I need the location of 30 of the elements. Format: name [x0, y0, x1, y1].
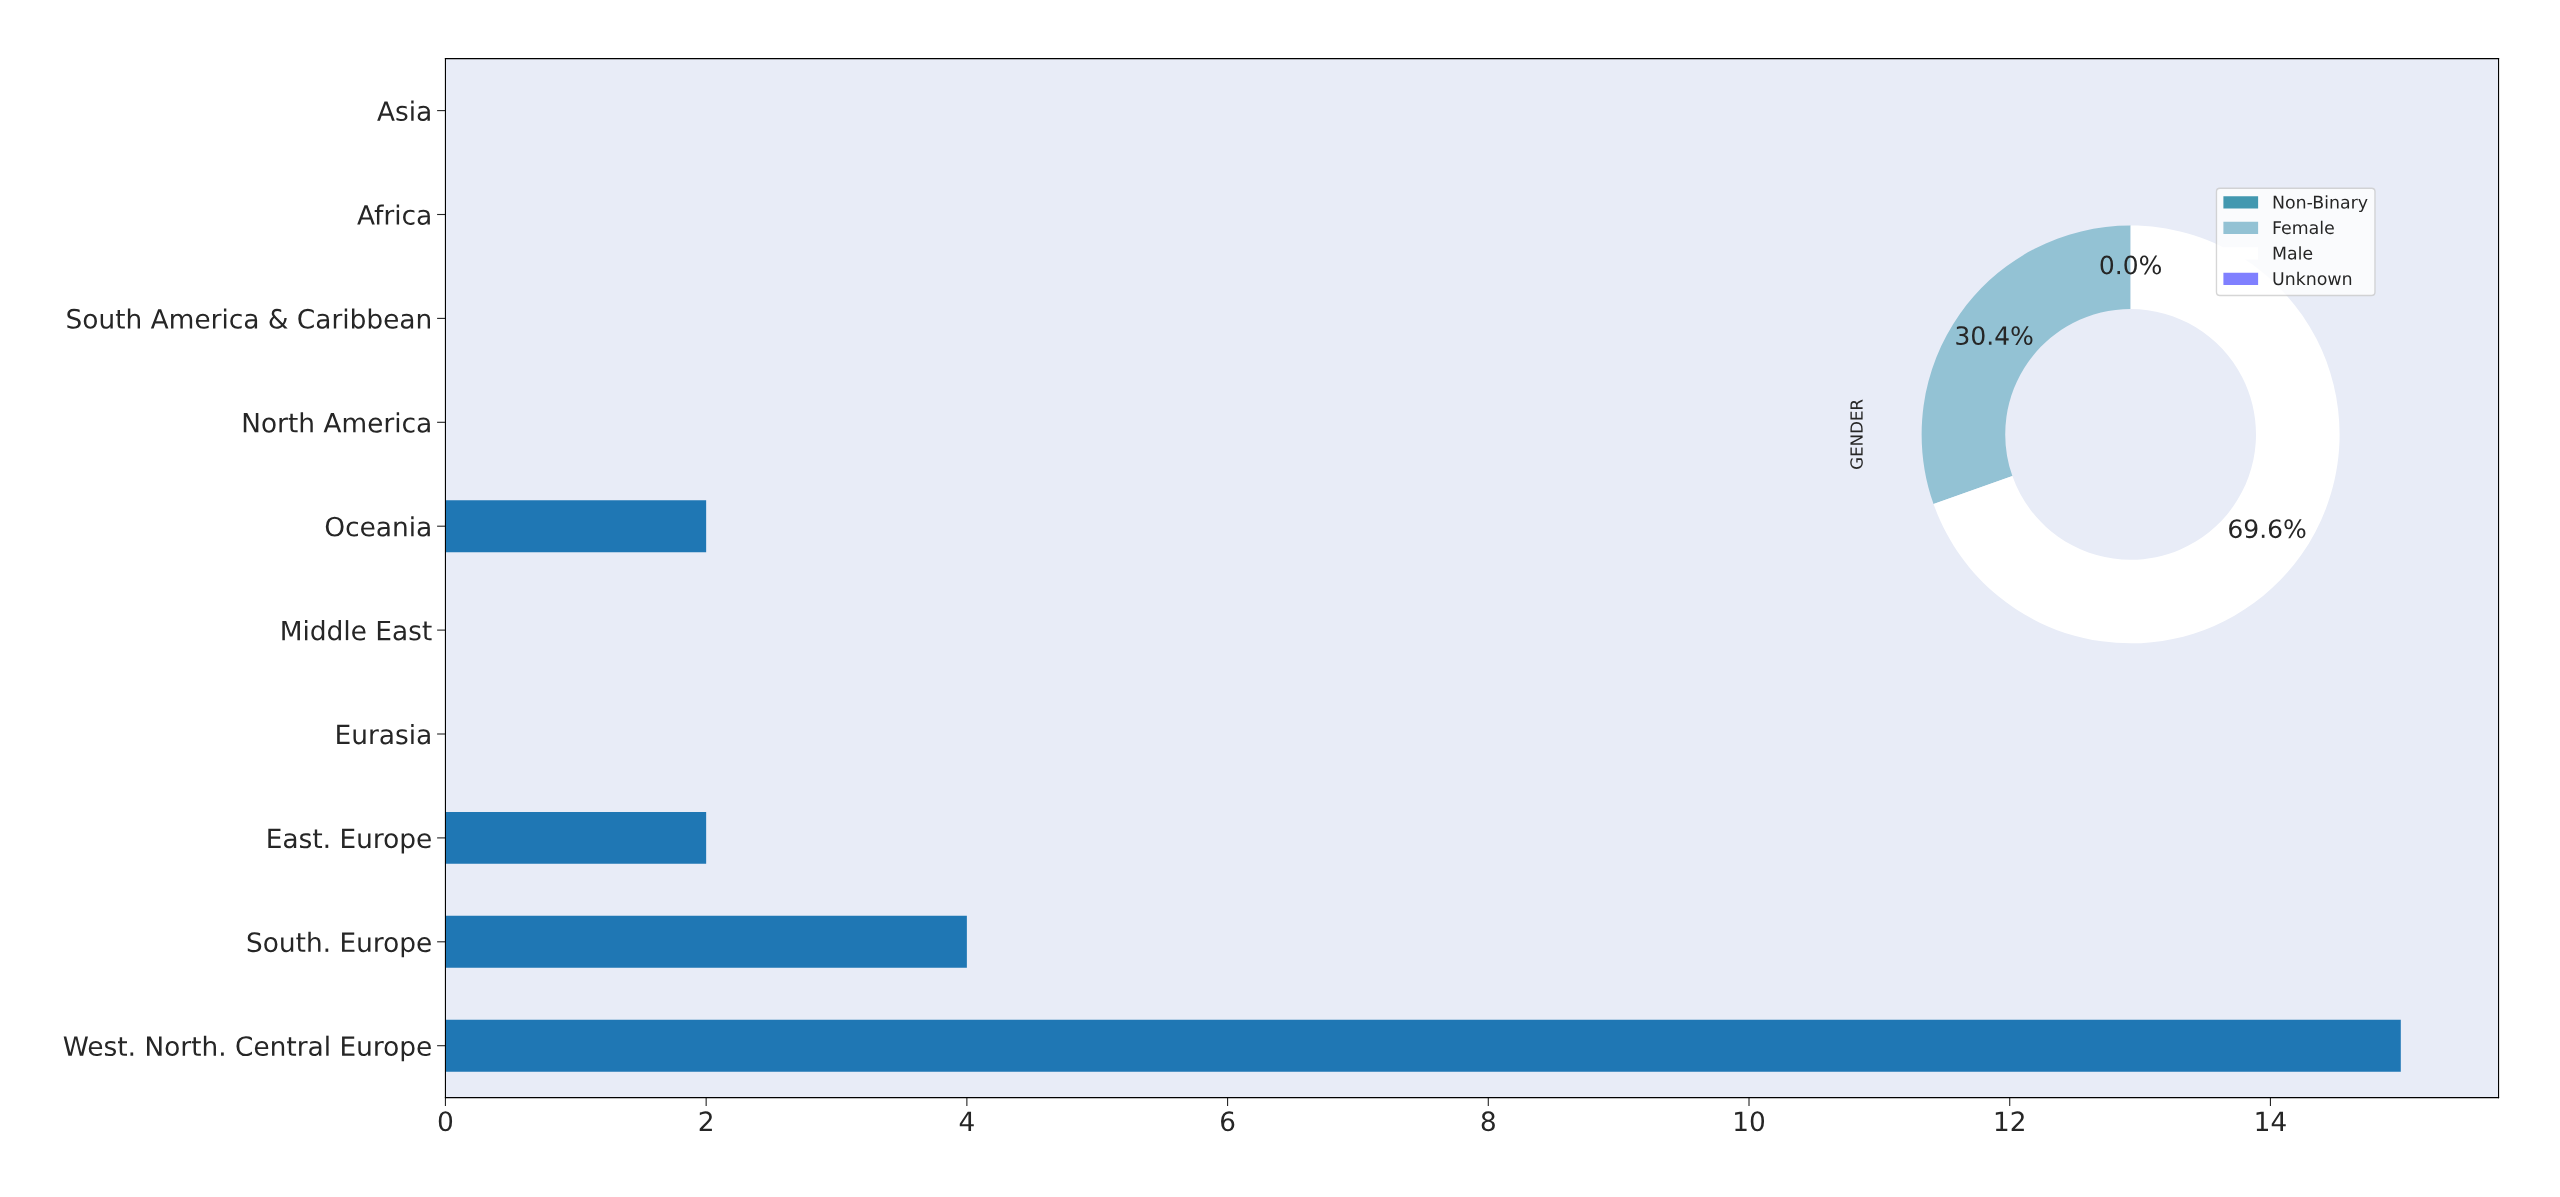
legend-label: Non-Binary	[2273, 195, 2368, 213]
y-tick-label: Asia	[377, 100, 430, 121]
y-tick-label: Africa	[357, 204, 430, 225]
text: 0.0%	[2100, 255, 2161, 275]
y-tick-label: North America	[243, 412, 430, 433]
slice-label: Male	[2273, 246, 2313, 260]
y-tick-label: South. Europe	[247, 931, 431, 958]
x-tick-label: 10	[1735, 1111, 1765, 1132]
y-tick-label: Middle East	[282, 620, 432, 641]
x-tick-label: 4	[959, 1111, 974, 1131]
y-tick-label: Eurasia	[337, 723, 430, 745]
bar	[445, 1019, 2401, 1072]
bar	[445, 811, 707, 864]
y-tick-label: East. Europe	[268, 828, 431, 854]
bar	[445, 500, 707, 553]
text: GENDER	[1850, 399, 1863, 469]
legend-label: Unknown	[2273, 271, 2352, 286]
x-tick-label: 0	[438, 1111, 453, 1132]
y-tick-label: Oceania	[325, 516, 430, 537]
x-tick-label: 2	[699, 1111, 712, 1131]
data-label: 69.6%	[2229, 519, 2306, 539]
bar	[445, 915, 967, 968]
x-tick-label: 12	[1995, 1111, 2024, 1131]
x-tick-label: 6	[1221, 1111, 1235, 1132]
x-tick-label: 8	[1481, 1111, 1495, 1132]
y-tick-label: South America & Caribbean	[67, 308, 430, 329]
legend-label: Female	[2273, 220, 2334, 235]
x-tick-label: 14	[2256, 1111, 2286, 1131]
y-tick-label: West. North. Central Europe	[63, 1035, 431, 1062]
data-label: 30.4%	[1956, 326, 2033, 346]
